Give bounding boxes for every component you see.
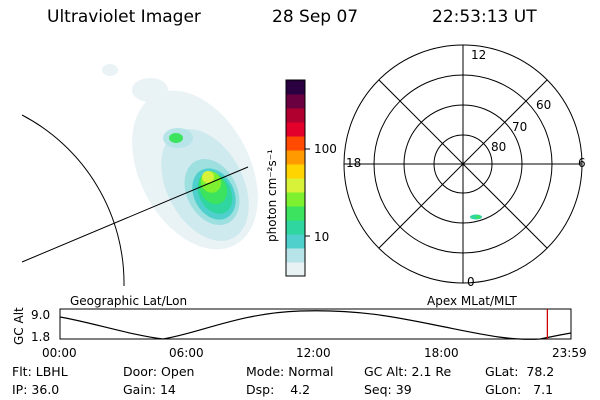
timeline-left-label: Geographic Lat/Lon xyxy=(70,294,188,308)
colorbar-band xyxy=(286,262,305,277)
colorbar-band xyxy=(286,178,305,193)
date-label: 28 Sep 07 xyxy=(272,7,359,27)
mlt-label-6: 6 xyxy=(578,156,586,170)
colorbar-band xyxy=(286,80,305,95)
colorbar-band xyxy=(286,136,305,151)
colorbar-band xyxy=(286,122,305,137)
colorbar-band xyxy=(286,94,305,109)
x-tick: 12:00 xyxy=(296,346,331,360)
info-door: Door: Open xyxy=(123,364,195,379)
instrument-title: Ultraviolet Imager xyxy=(47,7,201,27)
mlt-label-12: 12 xyxy=(471,48,487,62)
mlt-label-0: 0 xyxy=(467,275,475,289)
latitude-arc xyxy=(21,114,125,287)
info-gc-alt: GC Alt: 2.1 Re xyxy=(364,364,452,379)
x-tick: 23:59 xyxy=(552,346,587,360)
colorbar-band xyxy=(286,192,305,207)
x-tick: 18:00 xyxy=(424,346,459,360)
meridian-line xyxy=(21,166,249,263)
x-tick: 00:00 xyxy=(42,346,77,360)
x-tick: 06:00 xyxy=(169,346,204,360)
colorbar-band xyxy=(286,108,305,123)
colorbar-band xyxy=(286,234,305,249)
altitude-curve xyxy=(59,310,572,340)
colorbar-band xyxy=(286,220,305,235)
timeline-right-label: Apex MLat/MLT xyxy=(427,294,517,308)
lat-label-70: 70 xyxy=(512,120,528,134)
info-gain: Gain: 14 xyxy=(123,382,176,397)
info-seq: Seq: 39 xyxy=(364,382,412,397)
lat-label-60: 60 xyxy=(536,98,552,112)
colorbar-tick: 100 xyxy=(314,142,337,156)
colorbar-tick: 10 xyxy=(314,230,330,244)
info-flt: Flt: LBHL xyxy=(12,364,68,379)
colorbar-band xyxy=(286,206,305,221)
mlt-label-18: 18 xyxy=(346,156,362,170)
info-glon: GLon: 7.1 xyxy=(485,382,554,397)
info-glat: GLat: 78.2 xyxy=(485,364,555,379)
colorbar-band xyxy=(286,164,305,179)
y-tick-top: 9.0 xyxy=(31,308,51,322)
info-ip: IP: 36.0 xyxy=(12,382,60,397)
colorbar-band xyxy=(286,248,305,263)
colorbar-band xyxy=(286,150,305,165)
time-label: 22:53:13 UT xyxy=(432,7,537,27)
y-tick-bottom: 1.8 xyxy=(31,330,51,344)
lat-label-80: 80 xyxy=(491,140,507,154)
info-mode: Mode: Normal xyxy=(246,364,334,379)
info-dsp: Dsp: 4.2 xyxy=(246,382,311,397)
